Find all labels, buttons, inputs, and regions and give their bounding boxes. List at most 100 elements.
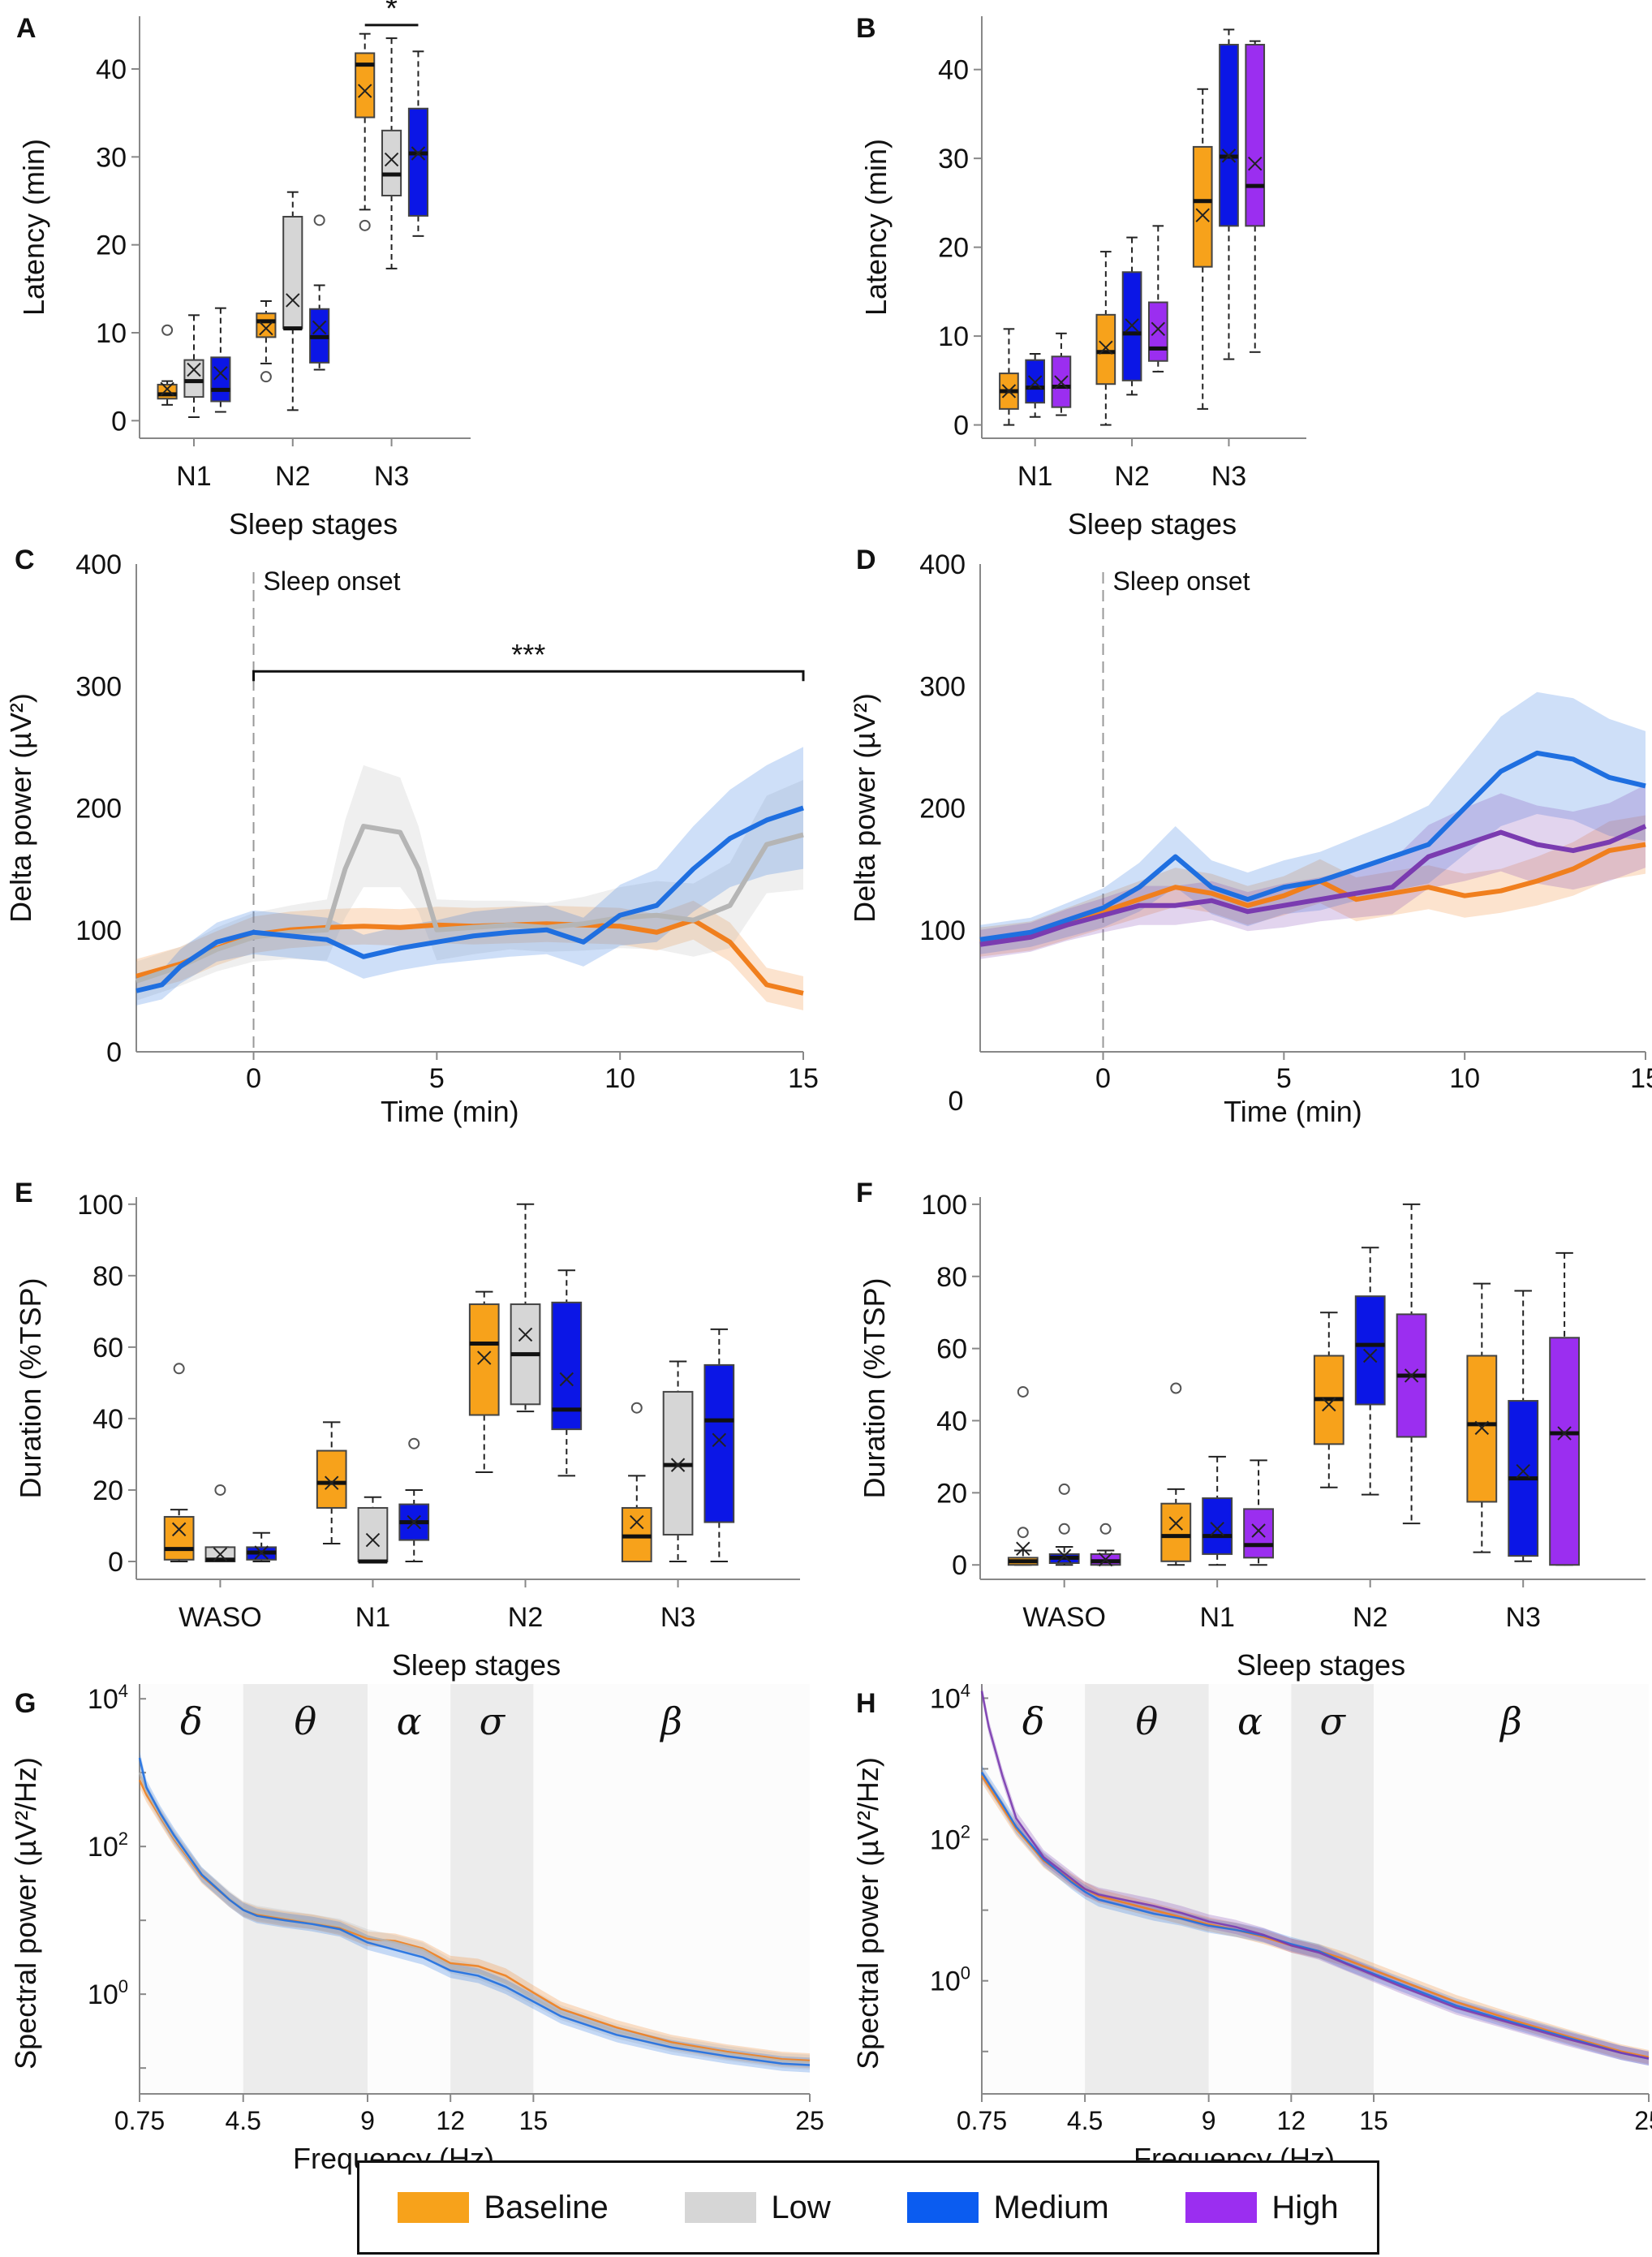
legend-item-low: Low — [685, 2190, 831, 2226]
significance-label: * — [385, 0, 398, 26]
y-tick-base: 10 — [88, 1979, 118, 2010]
panel-C: C 0 100 200 300 400 0 5 10 15 Delta power (µV²) Tim… — [4, 545, 819, 1128]
box-mean-marker — [411, 146, 426, 161]
box-baseline-n1 — [999, 328, 1019, 426]
x-tick-label: 12 — [1277, 2106, 1306, 2135]
legend-swatch-high — [1185, 2192, 1258, 2223]
y-tick-base: 10 — [930, 1825, 961, 1856]
box-high-n2 — [1396, 1203, 1427, 1525]
box-outlier — [313, 214, 325, 226]
y-tick-label: 80 — [92, 1261, 123, 1292]
x-tick-label: 0 — [246, 1063, 261, 1094]
band-symbol: δ — [180, 1699, 203, 1743]
y-tick-exponent: 2 — [118, 1828, 128, 1849]
x-tick-label: 15 — [1630, 1063, 1652, 1094]
panel-letter-C: C — [15, 545, 35, 575]
box-high-n3 — [1245, 40, 1266, 353]
y-tick-label: 100 — [919, 915, 966, 946]
box-baseline-n1 — [316, 1421, 347, 1544]
box-medium-waso — [1048, 1483, 1080, 1566]
x-tick-label: 15 — [519, 2106, 549, 2135]
panel-letter-G: G — [15, 1688, 36, 1719]
significance-bar — [252, 670, 805, 682]
y-tick-label: 80 — [936, 1262, 967, 1293]
x-tick-label: 15 — [1359, 2106, 1388, 2135]
x-tick-label: 10 — [1449, 1063, 1480, 1094]
y-tick-label: 20 — [92, 1475, 123, 1506]
legend-label-medium: Medium — [993, 2189, 1109, 2225]
box-mean-marker — [518, 1327, 533, 1342]
panel-F: F 0 20 40 60 80 100 Duration (%TSP) Sleep stages… — [856, 1178, 1646, 1682]
band-symbol: θ — [1136, 1699, 1159, 1743]
box-baseline-n1 — [1160, 1382, 1192, 1566]
legend-swatch-medium — [907, 2192, 979, 2223]
box-high-n3 — [1549, 1251, 1581, 1566]
band-high — [980, 784, 1646, 959]
y-tick-label: 104 — [88, 1681, 128, 1715]
box-outlier — [1099, 1523, 1112, 1535]
legend-label-baseline: Baseline — [484, 2189, 609, 2225]
box-mean-marker — [1248, 157, 1263, 171]
panel-D: D 100 200 300 400 0 0 5 10 15 Delta power (µV²) Tim… — [848, 545, 1652, 1128]
box-iqr — [1192, 145, 1213, 268]
box-medium-n3 — [407, 50, 429, 237]
y-tick-label: 10 — [96, 318, 127, 349]
panel-letter-E: E — [15, 1178, 33, 1208]
box-mean-marker — [1404, 1368, 1419, 1383]
legend-item-baseline: Baseline — [398, 2189, 609, 2226]
x-tick-label-n3: N3 — [1505, 1602, 1540, 1633]
y-tick-label: 102 — [930, 1822, 970, 1856]
box-baseline-n1 — [157, 324, 178, 406]
y-tick-label: 300 — [75, 671, 122, 702]
y-tick-label: 20 — [938, 233, 969, 264]
y-tick-label: 60 — [936, 1334, 967, 1365]
box-mean-marker — [1098, 1552, 1113, 1567]
x-tick-label: 12 — [436, 2106, 465, 2135]
x-tick-label-n1: N1 — [176, 461, 211, 492]
legend-swatch-baseline — [398, 2192, 470, 2223]
box-medium-waso — [246, 1531, 277, 1562]
panel-letter-B: B — [856, 13, 876, 44]
series-line-medium — [979, 750, 1646, 942]
box-iqr — [468, 1303, 500, 1416]
panel-E: E 0 20 40 60 80 100 Duration (%TSP) Sleep stages… — [14, 1178, 800, 1682]
box-mean-marker — [254, 1545, 269, 1560]
band-symbol: δ — [1022, 1699, 1045, 1743]
box-mean-marker — [1001, 384, 1017, 398]
box-medium-n2 — [1354, 1247, 1386, 1496]
x-tick-label-n3: N3 — [1211, 461, 1246, 492]
box-baseline-n2 — [468, 1290, 500, 1473]
box-outlier — [408, 1437, 420, 1449]
y-axis-label: Latency (min) — [17, 139, 50, 316]
box-medium-n2 — [1121, 236, 1142, 396]
y-tick-label: 0 — [111, 406, 127, 437]
y-tick-label: 200 — [75, 794, 122, 825]
panel-B: B 0 10 20 30 40 Latency (min) Sleep stages N1 N2 N… — [856, 13, 1306, 541]
box-low-n1 — [183, 314, 204, 418]
box-mean-marker — [324, 1475, 339, 1490]
box-mean-marker — [712, 1432, 727, 1448]
box-mean-marker — [1027, 375, 1043, 390]
y-tick-label: 400 — [919, 549, 966, 580]
x-tick-label-n2: N2 — [508, 1602, 543, 1633]
y-tick-label: 100 — [75, 915, 122, 946]
box-mean-marker — [630, 1514, 644, 1530]
x-tick-label: 0.75 — [114, 2106, 165, 2135]
y-tick-label: 200 — [919, 794, 966, 825]
x-axis-label: Sleep stages — [392, 1648, 561, 1682]
box-baseline-waso — [163, 1363, 195, 1562]
box-medium-n1 — [1202, 1455, 1233, 1566]
box-mean-marker — [1099, 340, 1113, 355]
series-line-medium — [136, 805, 804, 993]
y-tick-exponent: 2 — [961, 1822, 970, 1842]
legend-swatch-low — [685, 2192, 757, 2223]
x-tick-label: 0.75 — [957, 2106, 1007, 2135]
box-iqr — [357, 1506, 389, 1562]
y-tick-label: 102 — [88, 1828, 128, 1863]
y-tick-label: 30 — [96, 142, 127, 173]
box-mean-marker — [160, 381, 174, 397]
box-high-n1 — [1243, 1459, 1274, 1566]
x-axis-label: Sleep stages — [1068, 507, 1237, 541]
band-medium — [136, 747, 803, 1006]
